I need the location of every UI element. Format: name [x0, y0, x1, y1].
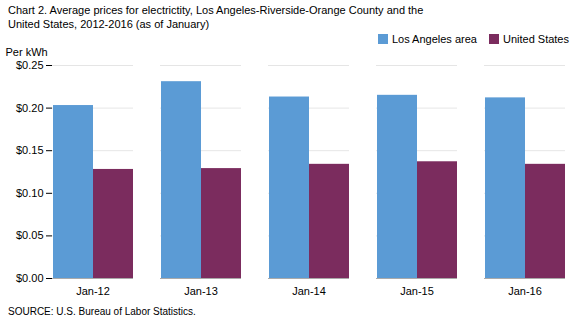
svg-text:$0.20: $0.20	[16, 102, 44, 114]
html-text:Chart 2. Average prices for el: Chart 2. Average prices for electrictity…	[8, 4, 424, 30]
svg-text:Jan-15: Jan-15	[400, 285, 434, 297]
svg-text:Jan-14: Jan-14	[292, 285, 326, 297]
svg-text:Jan-13: Jan-13	[184, 285, 218, 297]
svg-text:Jan-16: Jan-16	[508, 285, 542, 297]
svg-text:Jan-12: Jan-12	[76, 285, 110, 297]
svg-text:$0.25: $0.25	[16, 59, 44, 71]
svg-text:Per kWh: Per kWh	[6, 46, 48, 58]
svg-text:$0.15: $0.15	[16, 144, 44, 156]
html-text:Los Angeles area: Los Angeles area	[391, 33, 477, 45]
html-text:United States: United States	[503, 33, 569, 45]
html-text:SOURCE: U.S. Bureau of Labor S: SOURCE: U.S. Bureau of Labor Statistics.	[8, 306, 196, 317]
svg-text:$0.00: $0.00	[16, 272, 44, 284]
svg-text:$0.10: $0.10	[16, 187, 44, 199]
svg-text:$0.05: $0.05	[16, 229, 44, 241]
